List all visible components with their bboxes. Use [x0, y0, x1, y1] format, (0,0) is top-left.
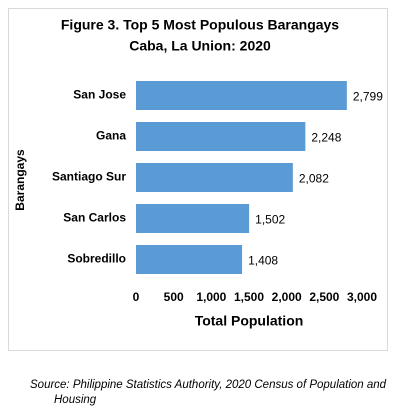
value-label: 2,082	[299, 172, 329, 186]
y-tick-label: Santiago Sur	[52, 170, 126, 184]
x-tick-label: 2,500	[309, 290, 339, 304]
x-tick-label: 500	[164, 290, 184, 304]
x-tick-label: 1,500	[234, 290, 264, 304]
value-label: 2,248	[311, 131, 341, 145]
x-axis-title: Total Population	[195, 313, 304, 329]
x-tick-label: 2,000	[272, 290, 302, 304]
chart-title: Figure 3. Top 5 Most Populous Barangays	[61, 17, 339, 33]
chart-subtitle: Caba, La Union: 2020	[129, 38, 271, 54]
chart: Figure 3. Top 5 Most Populous Barangays …	[8, 8, 388, 351]
y-axis-title: Barangays	[13, 149, 27, 211]
value-label: 2,799	[353, 90, 383, 104]
x-tick-label: 1,000	[196, 290, 226, 304]
bar	[136, 204, 250, 233]
y-tick-label: San Jose	[73, 88, 126, 102]
bar	[136, 245, 243, 274]
bar	[136, 122, 306, 151]
y-tick-label: Sobredillo	[67, 252, 126, 266]
y-tick-label: San Carlos	[63, 211, 126, 225]
x-tick-label: 0	[133, 290, 140, 304]
bar	[136, 81, 347, 110]
bar	[136, 163, 293, 192]
y-tick-label: Gana	[96, 129, 126, 143]
value-label: 1,408	[248, 254, 278, 268]
source-note: Source: Philippine Statistics Authority,…	[30, 379, 387, 406]
x-tick-label: 3,000	[347, 290, 377, 304]
value-label: 1,502	[255, 213, 285, 227]
